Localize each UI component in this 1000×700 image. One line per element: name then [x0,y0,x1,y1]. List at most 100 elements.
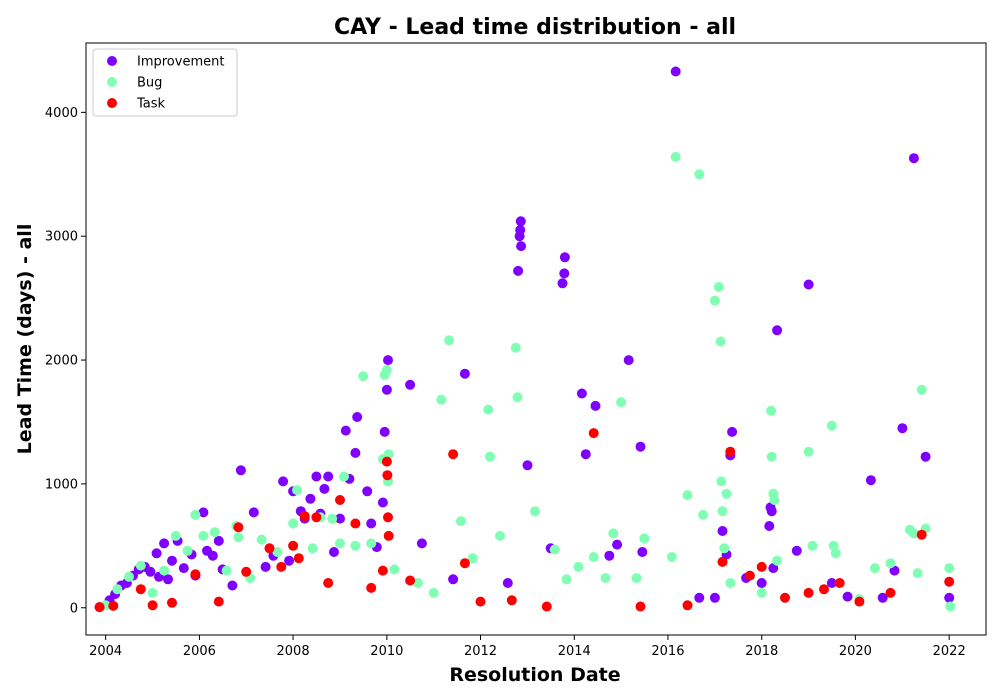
x-tick-label: 2012 [464,644,497,659]
data-point [623,355,634,366]
data-point [834,578,845,588]
data-point [366,538,377,549]
data-point [721,488,732,499]
y-axis-ticks: 0 1000 2000 3000 4000 [45,106,86,616]
data-point [561,574,572,585]
data-point [444,335,455,346]
data-point [772,555,783,566]
data-point [147,587,158,598]
data-point [772,325,783,336]
data-point [276,561,287,572]
data-point [213,535,224,546]
data-point [248,507,259,518]
data-point [366,518,377,529]
y-tick-label: 4000 [45,106,78,121]
data-point [666,552,677,562]
data-point [366,582,377,593]
data-point [379,426,390,437]
x-tick-label: 2022 [933,644,966,659]
legend-label-bug: Bug [137,76,162,91]
data-point [559,268,570,279]
data-point [791,545,802,556]
data-point [826,420,837,431]
x-axis-ticks: 2004 2006 2008 2010 2012 2014 2016 2018 2020 2022 [89,635,966,659]
data-point [467,553,478,564]
data-point [717,506,728,517]
y-axis-label: Lead Time (days) - all [14,224,36,455]
data-point [227,580,238,591]
legend-label-task: Task [136,97,166,112]
data-point [727,426,738,437]
legend: Improvement Bug Task [92,48,238,117]
data-point [233,532,244,543]
legend-marker-bug [107,77,117,87]
data-point [717,556,728,567]
data-point [335,495,345,505]
data-point [506,595,517,606]
data-point [502,578,513,588]
data-point [717,526,728,536]
data-point [670,151,681,162]
data-point [549,544,560,555]
data-point [803,587,814,598]
data-point [147,600,158,611]
data-point [756,587,767,598]
x-tick-label: 2010 [370,644,403,659]
data-point [323,471,334,482]
data-point [339,471,349,482]
data-point [381,365,392,375]
data-point [405,379,416,390]
legend-marker-task [107,98,117,108]
y-tick-label: 3000 [45,230,78,245]
data-point [682,490,693,501]
data-point [764,521,775,531]
data-point [340,425,351,436]
data-points [94,66,956,613]
data-point [780,592,790,603]
data-point [889,565,900,576]
data-point [766,506,777,517]
data-point [716,476,727,487]
data-point [908,153,919,164]
data-point [828,540,839,551]
data-point [635,441,646,452]
data-point [559,252,570,263]
data-point [448,449,459,460]
data-point [327,513,338,524]
data-point [135,584,146,595]
data-point [769,495,780,505]
data-point [159,565,170,576]
data-point [830,548,841,559]
plot-area-frame [85,42,987,636]
data-point [108,600,119,611]
data-point [362,486,373,497]
data-point [719,543,730,554]
data-point [715,336,726,347]
chart-title: CAY - Lead time distribution - all [334,15,736,40]
data-point [725,578,736,588]
data-point [768,563,779,574]
data-point [522,460,533,471]
data-point [869,563,880,574]
data-point [912,568,923,579]
data-point [944,576,955,587]
data-point [167,597,177,608]
data-point [335,513,345,524]
data-point [512,392,523,403]
data-point [865,475,876,486]
data-point [803,446,814,457]
data-point [190,509,201,520]
data-point [920,451,931,462]
data-point [311,512,322,523]
data-point [842,591,853,602]
legend-label-improvement: Improvement [137,55,224,70]
data-point [588,428,599,439]
data-point [600,573,611,583]
data-point [329,547,339,557]
data-point [483,404,494,415]
data-point [311,471,322,482]
data-point [377,565,388,576]
data-point [112,584,123,595]
data-point [145,566,156,577]
data-point [319,483,330,494]
